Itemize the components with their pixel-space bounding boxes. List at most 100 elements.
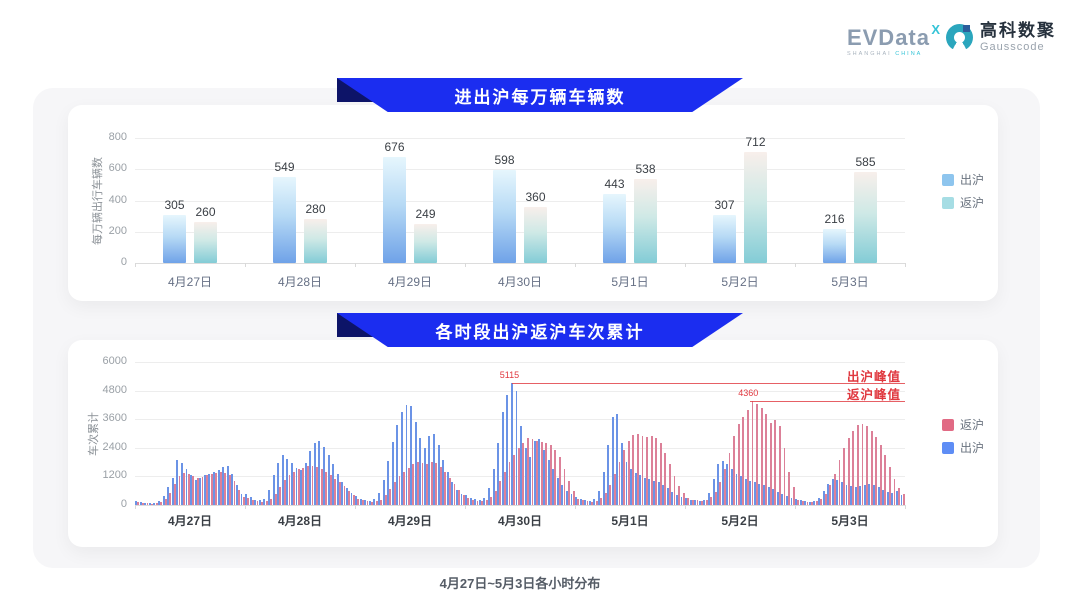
bar-返沪 — [302, 467, 305, 505]
bar-返沪 — [623, 450, 626, 505]
bar-出沪 — [533, 440, 536, 505]
bar-返沪 — [744, 151, 767, 263]
bar-出沪 — [653, 481, 655, 505]
bar-出沪 — [419, 438, 422, 505]
bar-出沪 — [474, 499, 477, 505]
bar-出沪 — [671, 491, 674, 505]
bar-返沪 — [577, 498, 580, 505]
chart1-plot-area: 每万辆出行车辆数 0 200 400 600 800 4月27日 305 260 4月28日 54… — [92, 131, 906, 289]
bar-出沪 — [744, 478, 747, 505]
bar-value-label: 280 — [305, 202, 326, 217]
bar-返沪 — [765, 414, 768, 505]
bar-value-label: 305 — [164, 198, 185, 213]
evdata-tagline-city: SHANGHAI — [846, 51, 892, 57]
bar-出沪 — [588, 500, 591, 505]
bar-出沪 — [845, 484, 848, 505]
bar-返沪 — [824, 494, 827, 505]
bar-出沪 — [327, 454, 330, 505]
bar-返沪 — [320, 469, 323, 505]
bar-出沪 — [840, 482, 843, 505]
bar-出沪 — [643, 477, 646, 505]
bar-value-label: 712 — [745, 134, 766, 149]
bar-返沪 — [733, 435, 736, 505]
bar-返沪 — [636, 433, 639, 505]
bar-出沪 — [263, 498, 266, 505]
chart2-card: 车次累计 4月27日~5月3日各小时分布 0 1200 2400 3600 4800 60… — [68, 340, 998, 591]
y-tick-label: 3600 — [102, 412, 127, 425]
legend-item-chusu[interactable]: 出沪 — [941, 171, 984, 188]
bar-返沪 — [311, 465, 314, 505]
bar-出沪 — [836, 479, 839, 505]
bar-出沪 — [451, 482, 454, 505]
bar-返沪 — [471, 499, 474, 505]
bar-返沪 — [394, 482, 396, 505]
bar-返沪 — [517, 447, 520, 505]
bar-出沪 — [272, 475, 275, 505]
bar-出沪 — [258, 500, 261, 505]
gridline — [135, 447, 905, 449]
x-category-label: 4月30日 — [497, 275, 543, 289]
axis-tick — [354, 263, 356, 267]
bar-返沪 — [490, 496, 493, 505]
bar-出沪 — [713, 215, 736, 263]
axis-tick — [684, 263, 686, 267]
bar-出沪 — [648, 478, 651, 505]
bar-返沪 — [192, 476, 195, 505]
legend-label-fanhu: 返沪 — [959, 418, 984, 432]
bar-返沪 — [357, 498, 360, 505]
bar-出沪 — [634, 472, 637, 505]
bar-出沪 — [364, 500, 367, 505]
bar-返沪 — [430, 462, 433, 505]
bar-value-label: 676 — [384, 140, 405, 155]
bar-出沪 — [400, 412, 403, 505]
bar-出沪 — [602, 471, 605, 505]
bar-返沪 — [829, 485, 832, 505]
bar-返沪 — [792, 487, 795, 505]
bar-出沪 — [501, 412, 504, 505]
bar-返沪 — [737, 423, 740, 505]
legend-item-fanhu[interactable]: 返沪 — [941, 194, 984, 211]
bar-返沪 — [178, 475, 181, 505]
bar-返沪 — [875, 437, 878, 505]
legend-item-chusu[interactable]: 出沪 — [941, 439, 984, 456]
bar-返沪 — [614, 474, 616, 505]
bar-value-label: 307 — [714, 198, 735, 213]
bar-返沪 — [304, 219, 327, 263]
bar-value-label: 260 — [195, 205, 216, 220]
bar-出沪 — [886, 491, 889, 505]
bar-返沪 — [714, 491, 717, 505]
bar-出沪 — [493, 169, 516, 263]
legend-item-fanhu[interactable]: 返沪 — [941, 416, 984, 433]
chart1-card: 每万辆出行车辆数 0 200 400 600 800 4月27日 305 260 4月28日 54… — [68, 105, 998, 301]
peak-series-label: 出沪峰值 — [846, 370, 901, 385]
bar-返沪 — [194, 222, 217, 263]
bar-返沪 — [595, 501, 598, 505]
bar-出沪 — [873, 484, 875, 505]
bar-返沪 — [531, 439, 534, 505]
bar-返沪 — [522, 443, 525, 505]
bar-返沪 — [756, 403, 758, 505]
bar-出沪 — [332, 464, 335, 505]
bar-返沪 — [297, 469, 300, 505]
bar-返沪 — [797, 499, 800, 505]
bar-出沪 — [538, 439, 541, 505]
bar-返沪 — [655, 438, 658, 505]
bar-出沪 — [726, 464, 729, 505]
header-logos: EVData X SHANGHAI CHINA 高科数聚 Gausscode — [847, 22, 1056, 57]
bar-返沪 — [696, 500, 699, 505]
bar-返沪 — [375, 501, 378, 505]
bar-返沪 — [854, 171, 877, 263]
bar-出沪 — [598, 490, 600, 505]
bar-返沪 — [155, 503, 158, 505]
bar-返沪 — [485, 500, 488, 505]
bar-value-label: 585 — [855, 154, 876, 169]
chart1-title-banner: 进出沪每万辆车辆数 — [337, 78, 743, 112]
legend-swatch-fanhu — [941, 196, 954, 209]
bar-返沪 — [414, 224, 437, 263]
bar-出沪 — [180, 463, 183, 505]
bar-返沪 — [834, 473, 836, 505]
y-tick-label: 6000 — [102, 355, 127, 367]
bar-返沪 — [701, 500, 703, 505]
bar-返沪 — [352, 495, 355, 505]
legend-label-fanhu: 返沪 — [959, 196, 984, 210]
